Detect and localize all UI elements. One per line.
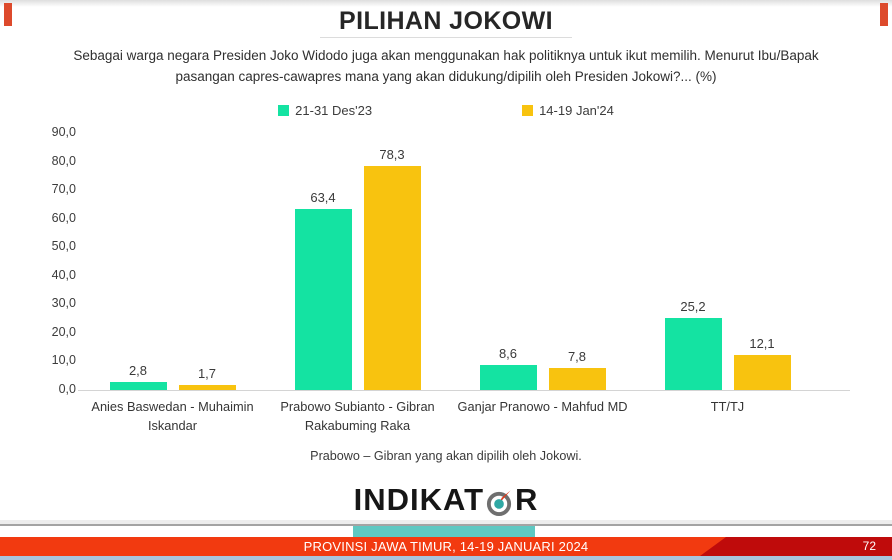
compass-icon (486, 489, 512, 516)
bar-jan24 (178, 385, 236, 390)
corner-accent-right (880, 3, 888, 26)
legend-item-des23: 21-31 Des'23 (278, 103, 372, 118)
y-axis-tick-label: 10,0 (51, 353, 76, 368)
y-axis-tick-label: 0,0 (58, 382, 76, 396)
y-axis-tick-label: 70,0 (51, 182, 76, 197)
bar-jan24 (548, 368, 606, 390)
legend-swatch-jan24 (522, 105, 534, 116)
category-label: Anies Baswedan - Muhaimin Iskandar (91, 399, 254, 433)
y-axis-tick-label: 20,0 (51, 324, 76, 339)
bar-value-label: 25,2 (680, 299, 706, 314)
bar-jan24 (363, 166, 421, 390)
bar-value-label: 1,7 (197, 366, 217, 381)
y-axis-tick-label: 30,0 (51, 296, 76, 311)
y-axis-tick-label: 40,0 (51, 267, 76, 282)
survey-question-text: Sebagai warga negara Presiden Joko Widod… (73, 48, 819, 84)
logo-text-right: R (515, 482, 539, 517)
legend-label-jan24: 14-19 Jan'24 (539, 103, 614, 118)
bar-value-label: 63,4 (310, 190, 336, 205)
y-axis-tick-label: 60,0 (51, 210, 76, 225)
category-label: Ganjar Pranowo - Mahfud MD (457, 399, 628, 414)
x-axis-line (78, 390, 850, 391)
footer-banner-text: PROVINSI JAWA TIMUR, 14-19 JANUARI 2024 (303, 539, 589, 554)
compass-center-dot (494, 498, 504, 509)
bar-value-label: 2,8 (128, 363, 148, 378)
y-axis-tick-label: 90,0 (51, 125, 76, 139)
footer-banner-dark-segment (700, 537, 892, 556)
bar-value-label: 7,8 (567, 349, 587, 364)
bar-jan24 (733, 355, 791, 390)
indikator-logo: INDIKAT R (0, 482, 892, 518)
bar-value-label: 78,3 (379, 147, 405, 162)
compass-needle (497, 489, 511, 506)
bar-des23 (664, 318, 722, 390)
page-number: 72 (862, 539, 876, 553)
category-label: TT/TJ (710, 399, 745, 414)
legend-item-jan24: 14-19 Jan'24 (522, 103, 614, 118)
bar-value-label: 12,1 (749, 336, 775, 351)
bar-value-label: 8,6 (498, 346, 518, 361)
legend: 21-31 Des'23 14-19 Jan'24 (0, 103, 892, 118)
footer-banner: PROVINSI JAWA TIMUR, 14-19 JANUARI 2024 … (0, 537, 892, 556)
page-title: PILIHAN JOKOWI (339, 7, 553, 35)
chart-footnote: Prabowo – Gibran yang akan dipilih oleh … (310, 449, 582, 463)
bar-des23 (294, 209, 352, 390)
legend-swatch-des23 (278, 105, 290, 116)
bar-des23 (109, 382, 167, 390)
y-axis-tick-label: 80,0 (51, 153, 76, 168)
bar-des23 (479, 365, 537, 390)
logo-text-left: INDIKAT (353, 482, 485, 517)
legend-label-des23: 21-31 Des'23 (295, 103, 373, 118)
corner-accent-left (4, 3, 12, 26)
bottom-edge-strip (0, 556, 892, 560)
title-underline (320, 37, 572, 38)
y-axis-tick-label: 50,0 (51, 239, 76, 254)
category-label: Prabowo Subianto - Gibran Rakabuming Rak… (280, 399, 435, 433)
teal-ribbon (353, 526, 535, 537)
footer-separator-line (0, 520, 892, 526)
top-edge-shadow (0, 0, 892, 7)
